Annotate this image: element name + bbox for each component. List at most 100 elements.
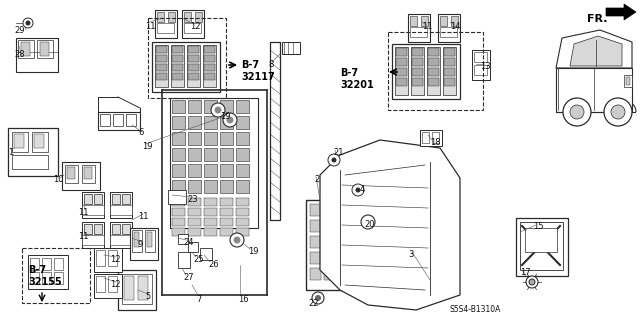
Bar xyxy=(37,40,53,58)
Bar xyxy=(624,75,632,87)
Bar xyxy=(324,252,335,264)
Bar xyxy=(380,220,391,232)
Bar xyxy=(444,58,455,66)
Bar xyxy=(108,250,117,266)
Text: 4: 4 xyxy=(360,185,365,194)
Bar xyxy=(156,46,167,53)
Bar xyxy=(366,252,377,264)
Bar xyxy=(310,236,321,248)
Bar xyxy=(412,58,423,66)
Bar xyxy=(516,218,568,276)
Bar xyxy=(98,112,140,130)
Bar xyxy=(408,14,430,42)
Circle shape xyxy=(328,154,340,166)
Circle shape xyxy=(332,158,336,162)
Text: 11: 11 xyxy=(78,208,88,217)
Text: 11: 11 xyxy=(145,22,156,31)
Bar xyxy=(474,52,487,62)
Text: 21: 21 xyxy=(333,148,344,157)
Bar xyxy=(394,220,405,232)
Bar xyxy=(204,73,215,80)
Bar xyxy=(84,167,92,179)
Text: 5: 5 xyxy=(145,292,150,301)
Text: 12: 12 xyxy=(110,255,120,264)
Text: B-7: B-7 xyxy=(241,60,259,70)
Bar xyxy=(220,164,233,177)
Circle shape xyxy=(312,292,324,304)
Bar xyxy=(428,58,439,66)
Bar xyxy=(156,73,167,80)
Text: 16: 16 xyxy=(238,295,248,304)
Bar xyxy=(412,78,423,86)
Bar xyxy=(440,27,457,37)
Bar xyxy=(220,180,233,193)
Bar xyxy=(236,198,249,206)
Bar xyxy=(412,68,423,76)
Bar xyxy=(112,194,120,204)
Bar xyxy=(82,165,95,183)
Circle shape xyxy=(352,184,364,196)
Circle shape xyxy=(526,276,538,288)
Polygon shape xyxy=(570,36,622,66)
Text: 6: 6 xyxy=(138,128,143,137)
Bar xyxy=(395,47,408,95)
Bar xyxy=(172,228,185,236)
Bar xyxy=(188,208,201,216)
Bar xyxy=(96,276,105,292)
Bar xyxy=(96,250,105,266)
Bar xyxy=(65,165,78,183)
Bar xyxy=(204,55,215,62)
Bar xyxy=(184,23,201,33)
Bar xyxy=(188,116,201,129)
Bar xyxy=(28,255,68,289)
Bar xyxy=(62,162,100,190)
Bar xyxy=(122,224,130,234)
Bar xyxy=(14,134,24,148)
Bar xyxy=(188,55,199,62)
Bar xyxy=(155,45,168,87)
Bar xyxy=(112,224,120,234)
Bar xyxy=(157,23,174,33)
Text: 27: 27 xyxy=(183,273,194,282)
Bar xyxy=(422,132,429,143)
Bar xyxy=(394,236,405,248)
Bar xyxy=(411,47,424,95)
Text: 19: 19 xyxy=(220,112,230,121)
Bar xyxy=(236,132,249,145)
Text: 1: 1 xyxy=(8,148,13,157)
Bar xyxy=(236,148,249,161)
Bar xyxy=(148,18,226,98)
Bar xyxy=(172,46,183,53)
Bar xyxy=(172,73,183,80)
Bar xyxy=(474,65,487,75)
Bar xyxy=(412,48,423,56)
Bar xyxy=(122,274,152,304)
Text: 24: 24 xyxy=(183,238,193,247)
Bar xyxy=(130,228,158,260)
Circle shape xyxy=(211,103,225,117)
Text: S5S4-B1310A: S5S4-B1310A xyxy=(450,305,501,314)
Bar xyxy=(94,248,122,272)
Bar xyxy=(352,204,363,216)
Bar xyxy=(204,46,215,53)
Bar xyxy=(170,98,258,228)
Bar xyxy=(352,236,363,248)
Bar xyxy=(443,47,456,95)
Bar xyxy=(100,114,110,126)
Bar xyxy=(444,78,455,86)
Bar xyxy=(203,45,216,87)
Bar xyxy=(172,132,185,145)
Bar xyxy=(338,236,349,248)
Circle shape xyxy=(570,105,584,119)
Bar xyxy=(188,46,199,53)
Text: B-7: B-7 xyxy=(340,68,358,78)
Bar xyxy=(84,194,92,204)
Bar xyxy=(310,252,321,264)
Bar xyxy=(444,68,455,76)
Bar xyxy=(310,204,321,216)
Bar xyxy=(220,132,233,145)
Bar xyxy=(236,116,249,129)
Text: 20: 20 xyxy=(364,220,374,229)
Circle shape xyxy=(356,188,360,192)
Bar xyxy=(172,198,185,206)
